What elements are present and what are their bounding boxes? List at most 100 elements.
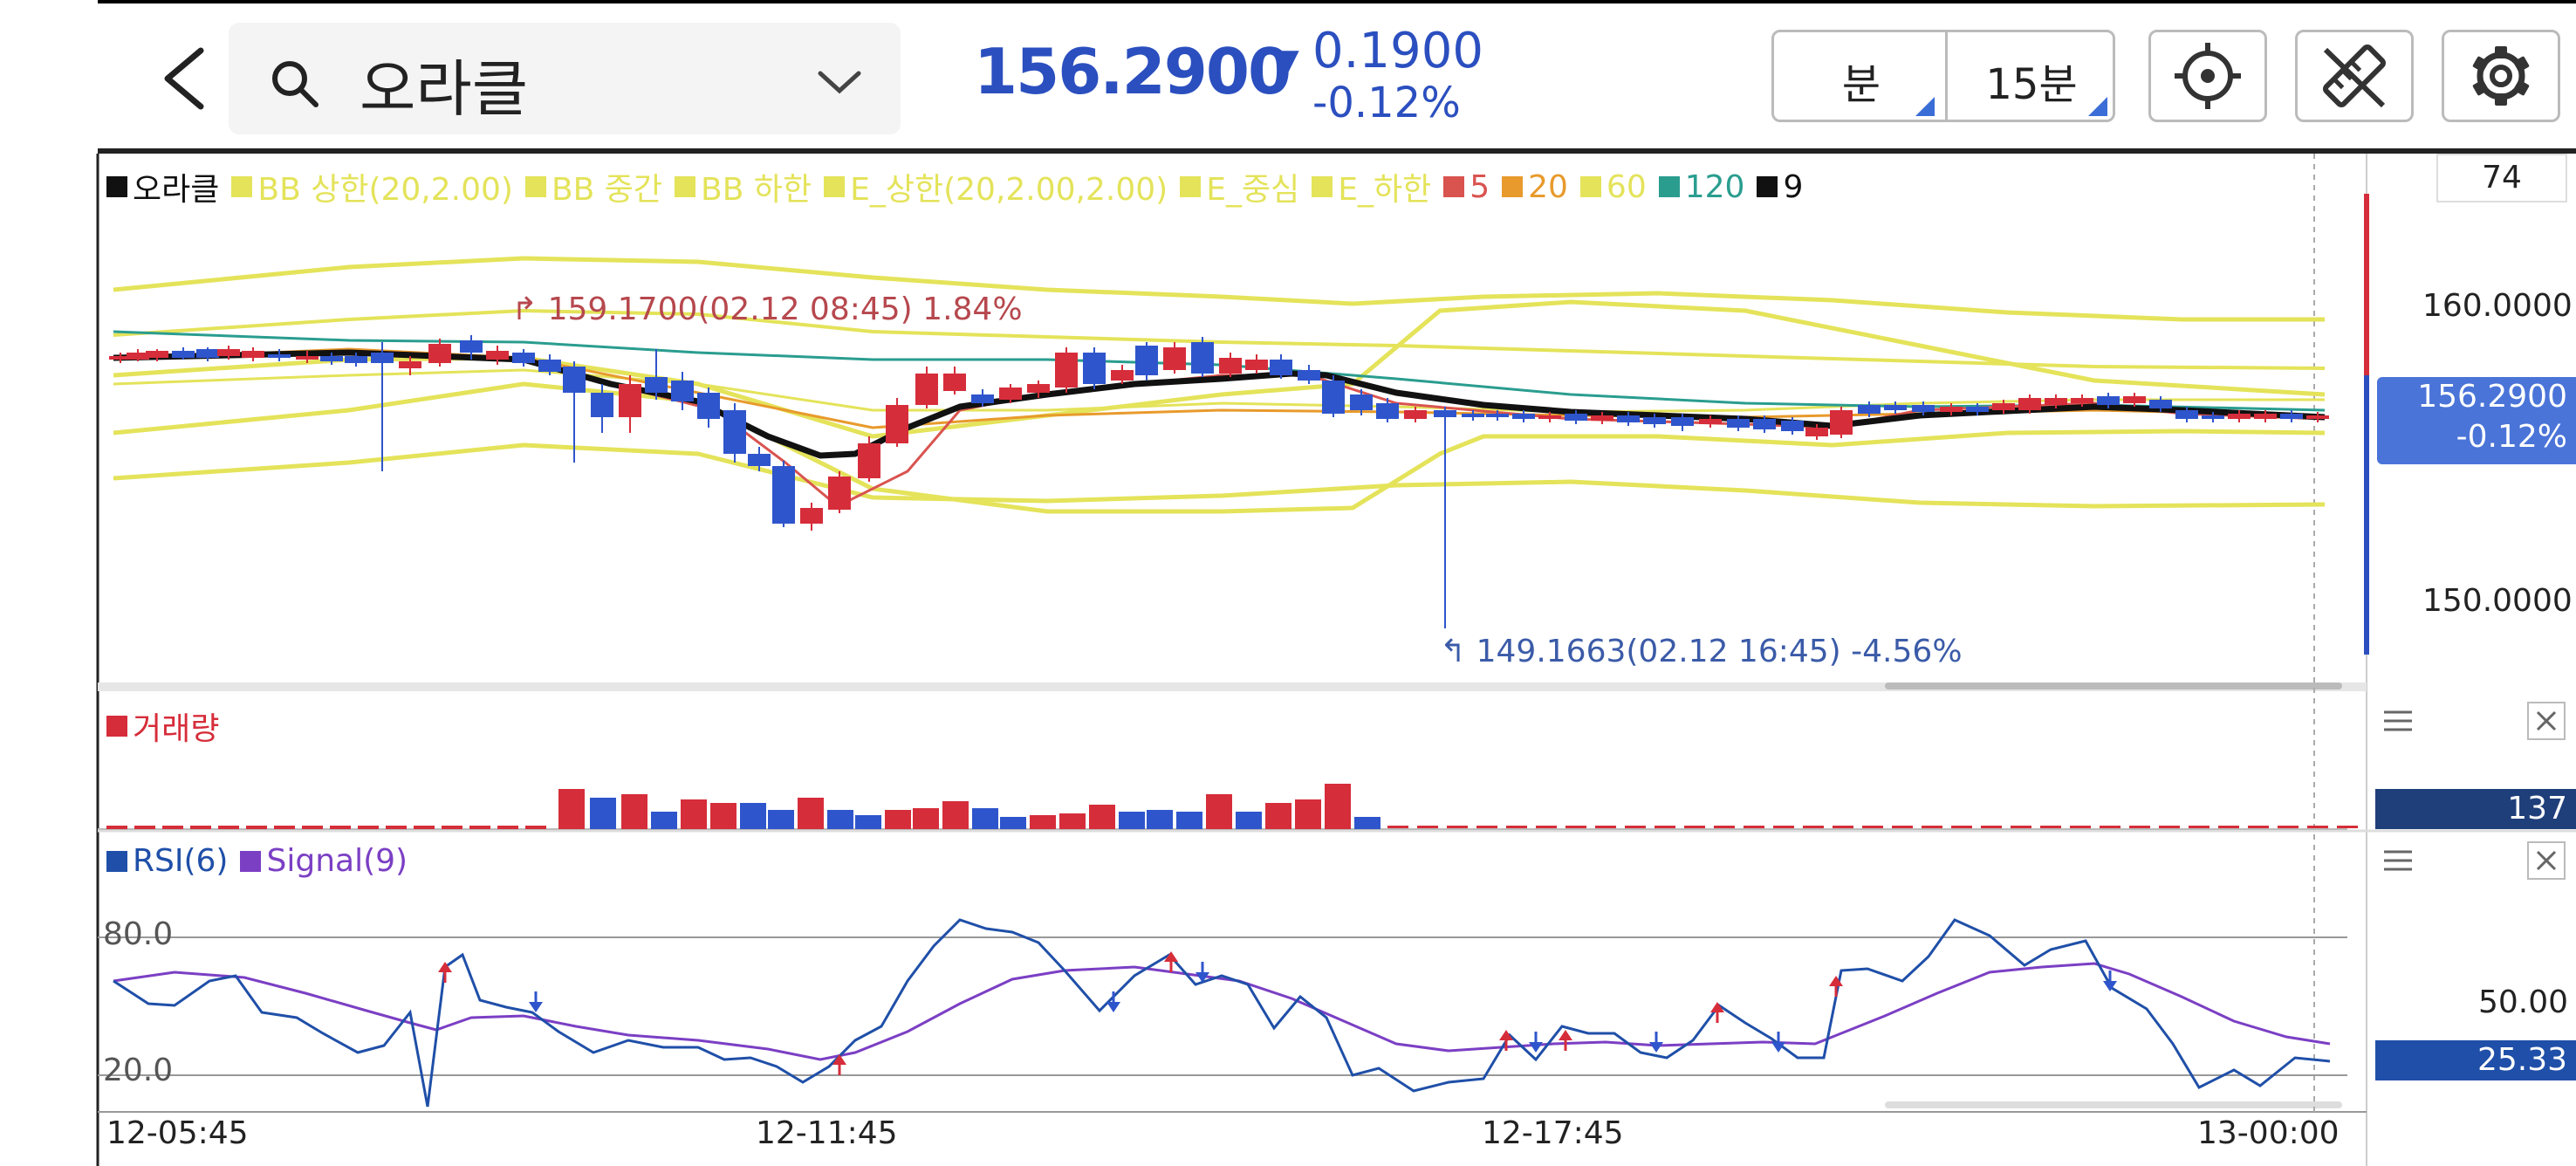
volume-panel-menu-icon[interactable] bbox=[2382, 709, 2414, 735]
candle-body bbox=[1912, 405, 1935, 412]
volume-bar bbox=[1265, 803, 1291, 829]
buy-signal-arrow bbox=[1710, 1002, 1724, 1012]
volume-bar bbox=[1803, 826, 1824, 828]
period-selector[interactable]: 분 15분 bbox=[1771, 30, 2115, 122]
high-arrow-icon: ↱ bbox=[511, 292, 548, 327]
candle-body bbox=[1219, 358, 1242, 374]
rsi-value-tag: 25.33 bbox=[2375, 1040, 2576, 1080]
candle-body bbox=[1245, 360, 1268, 370]
candle-body bbox=[242, 351, 264, 358]
legend-label: BB 상한(20,2.00) bbox=[257, 172, 513, 208]
legend-label: E_하한 bbox=[1338, 172, 1432, 208]
ma-5-line bbox=[113, 349, 2326, 508]
legend-item: BB 하한 bbox=[675, 164, 812, 209]
legend-swatch bbox=[1757, 176, 1778, 197]
volume-bar bbox=[386, 826, 407, 829]
legend-swatch bbox=[1658, 176, 1680, 197]
volume-bar bbox=[2218, 826, 2239, 828]
crosshair-button[interactable] bbox=[2148, 30, 2267, 122]
volume-bar bbox=[710, 803, 736, 829]
rsi-panel-close-button[interactable] bbox=[2527, 841, 2566, 880]
settings-button[interactable] bbox=[2442, 30, 2560, 122]
volume-bar bbox=[1506, 826, 1527, 828]
time-axis-label: 12-11:45 bbox=[756, 1115, 898, 1151]
corner-triangle-icon bbox=[2088, 97, 2107, 116]
candle-body bbox=[1830, 410, 1853, 435]
volume-bar bbox=[1595, 826, 1616, 828]
candle-body bbox=[1350, 394, 1373, 410]
volume-bar bbox=[1119, 812, 1145, 829]
candle-body bbox=[971, 394, 994, 403]
volume-bar bbox=[134, 826, 155, 829]
header-bottom-rule bbox=[98, 148, 2576, 154]
legend-item: 9 bbox=[1757, 169, 1803, 205]
volume-bar bbox=[1030, 815, 1056, 829]
candle-body bbox=[1992, 403, 2015, 410]
candle-body bbox=[1538, 415, 1561, 419]
rsi-line bbox=[113, 918, 2331, 1108]
buy-signal-arrow bbox=[1559, 1030, 1572, 1040]
panel-separator bbox=[98, 682, 2367, 691]
volume-bar bbox=[1625, 826, 1646, 828]
volume-bar bbox=[162, 826, 183, 829]
chart-legend: 오라클 BB 상한(20,2.00) BB 중간 BB 하한 E_상한(20,2.00,… bbox=[106, 164, 1810, 209]
candle-body bbox=[1884, 405, 1907, 410]
volume-panel-label: 거래량 bbox=[106, 703, 219, 749]
volume-bar bbox=[2129, 826, 2150, 828]
volume-bar bbox=[2070, 826, 2091, 828]
volume-bar bbox=[1000, 817, 1026, 829]
sell-signal-arrow bbox=[529, 1002, 543, 1012]
candle-body bbox=[886, 405, 908, 443]
period-value-button[interactable]: 15분 bbox=[1985, 60, 2078, 109]
candle-body bbox=[1699, 419, 1722, 424]
legend-swatch bbox=[1579, 176, 1601, 197]
legend-label: BB 중간 bbox=[551, 172, 663, 208]
volume-bar bbox=[330, 826, 351, 829]
volume-bar bbox=[1476, 826, 1497, 828]
drawing-tools-button[interactable] bbox=[2295, 30, 2414, 122]
volume-bar bbox=[358, 826, 379, 829]
legend-item: 5 bbox=[1443, 169, 1490, 205]
rsi-panel-menu-icon[interactable] bbox=[2382, 848, 2414, 874]
candle-body bbox=[2045, 398, 2067, 405]
e-center-line bbox=[113, 368, 2325, 414]
bb-upper-line bbox=[113, 256, 2325, 322]
candle-body bbox=[2071, 398, 2093, 403]
candle-body bbox=[1671, 417, 1694, 426]
zoom-level-box[interactable]: 74 bbox=[2436, 154, 2567, 202]
period-unit-button[interactable]: 분 bbox=[1841, 60, 1881, 109]
volume-bar bbox=[190, 826, 211, 829]
candle-body bbox=[1565, 414, 1587, 421]
sell-signal-arrow bbox=[1649, 1042, 1663, 1053]
chevron-down-icon[interactable] bbox=[813, 65, 866, 99]
legend-swatch bbox=[524, 176, 546, 197]
candle-body bbox=[2123, 396, 2146, 403]
rsi-level-low: 20.0 bbox=[103, 1053, 174, 1088]
candle-body bbox=[2202, 415, 2224, 419]
legend-item: BB 중간 bbox=[524, 164, 663, 209]
candle-body bbox=[772, 466, 795, 524]
volume-bar bbox=[497, 826, 518, 829]
volume-bar bbox=[558, 789, 585, 829]
volume-bar bbox=[2337, 826, 2358, 828]
candle-body bbox=[1404, 410, 1427, 419]
price-change-percent: -0.12% bbox=[1312, 79, 1461, 127]
candle-body bbox=[268, 354, 291, 358]
volume-panel-close-button[interactable] bbox=[2527, 702, 2566, 740]
candle-body bbox=[320, 356, 343, 361]
candle-body bbox=[619, 384, 641, 417]
candle-body bbox=[645, 377, 668, 393]
legend-swatch bbox=[231, 176, 253, 197]
volume-bar bbox=[1354, 817, 1380, 829]
volume-bar bbox=[1295, 799, 1321, 829]
legend-item: 20 bbox=[1502, 169, 1568, 205]
time-axis-label: 13-00:00 bbox=[2197, 1115, 2340, 1151]
candle-body bbox=[1727, 419, 1750, 428]
candle-body bbox=[1486, 414, 1509, 417]
candle-body bbox=[800, 508, 823, 524]
symbol-search-box[interactable]: 오라클 bbox=[229, 23, 901, 134]
time-axis-label: 12-05:45 bbox=[106, 1115, 249, 1151]
candle-body bbox=[1591, 415, 1613, 421]
back-button[interactable] bbox=[148, 35, 227, 122]
